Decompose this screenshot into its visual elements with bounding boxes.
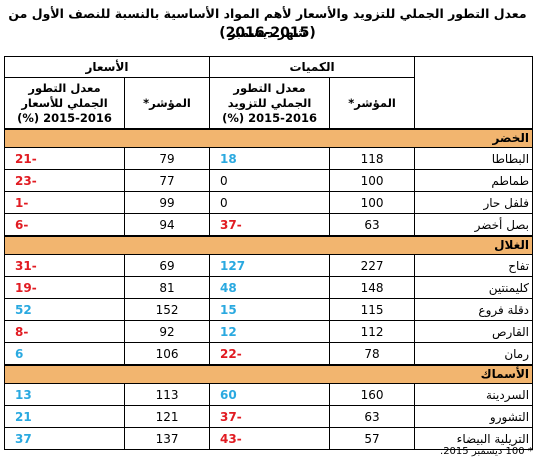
section-title: الأسماك <box>3 364 534 384</box>
price-index: 94 <box>124 213 211 237</box>
product-name: رمان <box>414 342 534 366</box>
product-name: دقلة فروع <box>414 298 534 321</box>
price-rate: 13 <box>3 383 126 406</box>
price-index: 99 <box>124 191 211 214</box>
price-index: 92 <box>124 320 211 343</box>
product-name: التريلية البيضاء <box>414 427 534 450</box>
price-index: 121 <box>124 405 211 428</box>
price-rate: 6 <box>3 342 126 366</box>
data-table: الكميات الأسعار المؤشر* معدل التطور الجم… <box>3 56 534 450</box>
section-title: الخضر <box>3 128 534 148</box>
table-row: دقلة فروع 115 15 152 52 <box>3 298 534 321</box>
quantity-rate: -37 <box>209 213 331 237</box>
quantity-rate: 15 <box>209 298 331 321</box>
price-rate: -31 <box>3 254 126 277</box>
price-index: 81 <box>124 276 211 299</box>
col-quantity-index: المؤشر* <box>329 77 416 130</box>
quantity-rate: 48 <box>209 276 331 299</box>
product-name: التشورو <box>414 405 534 428</box>
col-quantity-rate: معدل التطور الجملي للتزويد 2016-2015 (%) <box>209 77 331 130</box>
product-name: البطاطا <box>414 147 534 170</box>
product-name: طماطم <box>414 169 534 192</box>
price-rate: -21 <box>3 147 126 170</box>
quantity-rate: 0 <box>209 191 331 214</box>
product-name: القارص <box>414 320 534 343</box>
quantity-rate: 18 <box>209 147 331 170</box>
table-row: البطاطا 118 18 79 -21 <box>3 147 534 170</box>
section-row: الغلال <box>3 235 534 255</box>
price-rate: -23 <box>3 169 126 192</box>
price-rate: -6 <box>3 213 126 237</box>
table-row: فلفل حار 100 0 99 -1 <box>3 191 534 214</box>
quantity-rate: 0 <box>209 169 331 192</box>
group-quantities: الكميات <box>209 56 416 78</box>
product-name: كليمنتين <box>414 276 534 299</box>
quantity-rate: -37 <box>209 405 331 428</box>
price-rate: -1 <box>3 191 126 214</box>
corner-cell <box>414 56 534 130</box>
product-name: بصل أخضر <box>414 213 534 237</box>
price-rate: 52 <box>3 298 126 321</box>
table-row: تفاح 227 127 69 -31 <box>3 254 534 277</box>
product-name: فلفل حار <box>414 191 534 214</box>
quantity-index: 118 <box>329 147 416 170</box>
price-index: 106 <box>124 342 211 366</box>
price-rate: -19 <box>3 276 126 299</box>
quantity-rate: 127 <box>209 254 331 277</box>
section-row: الخضر <box>3 128 534 148</box>
product-name: السردينة <box>414 383 534 406</box>
table-row: القارص 112 12 92 -8 <box>3 320 534 343</box>
table-row: طماطم 100 0 77 -23 <box>3 169 534 192</box>
table-row: بصل أخضر 63 -37 94 -6 <box>3 213 534 237</box>
section-title: الغلال <box>3 235 534 255</box>
quantity-rate: -22 <box>209 342 331 366</box>
price-index: 113 <box>124 383 211 406</box>
quantity-rate: -43 <box>209 427 331 450</box>
title-line-2: (2016-2015) <box>219 25 316 41</box>
quantity-index: 100 <box>329 169 416 192</box>
table-row: كليمنتين 148 48 81 -19 <box>3 276 534 299</box>
quantity-index: 148 <box>329 276 416 299</box>
title-line-1: معدل التطور الجملي للتزويد والأسعار لأهم… <box>8 6 527 40</box>
group-prices: الأسعار <box>3 56 211 78</box>
quantity-rate: 60 <box>209 383 331 406</box>
col-price-rate: معدل التطور الجملي للأسعار 2016-2015 (%) <box>3 77 126 130</box>
quantity-index: 63 <box>329 405 416 428</box>
quantity-index: 57 <box>329 427 416 450</box>
quantity-index: 63 <box>329 213 416 237</box>
table-row: التريلية البيضاء 57 -43 137 37 <box>3 427 534 450</box>
section-row: الأسماك <box>3 364 534 384</box>
quantity-index: 115 <box>329 298 416 321</box>
price-index: 152 <box>124 298 211 321</box>
table-row: التشورو 63 -37 121 21 <box>3 405 534 428</box>
price-rate: 37 <box>3 427 126 450</box>
price-index: 79 <box>124 147 211 170</box>
price-index: 69 <box>124 254 211 277</box>
quantity-index: 227 <box>329 254 416 277</box>
price-index: 137 <box>124 427 211 450</box>
price-rate: -8 <box>3 320 126 343</box>
table-row: السردينة 160 60 113 13 <box>3 383 534 406</box>
quantity-index: 78 <box>329 342 416 366</box>
quantity-index: 160 <box>329 383 416 406</box>
price-index: 77 <box>124 169 211 192</box>
table-body: الخضر البطاطا 118 18 79 -21 طماطم 100 0 77 -23 فلفل… <box>3 128 534 450</box>
col-price-index: المؤشر* <box>124 77 211 130</box>
table-row: رمان 78 -22 106 6 <box>3 342 534 366</box>
price-rate: 21 <box>3 405 126 428</box>
footnote: * 100 ديسمبر 2015. <box>440 446 533 457</box>
quantity-index: 100 <box>329 191 416 214</box>
product-name: تفاح <box>414 254 534 277</box>
quantity-rate: 12 <box>209 320 331 343</box>
quantity-index: 112 <box>329 320 416 343</box>
